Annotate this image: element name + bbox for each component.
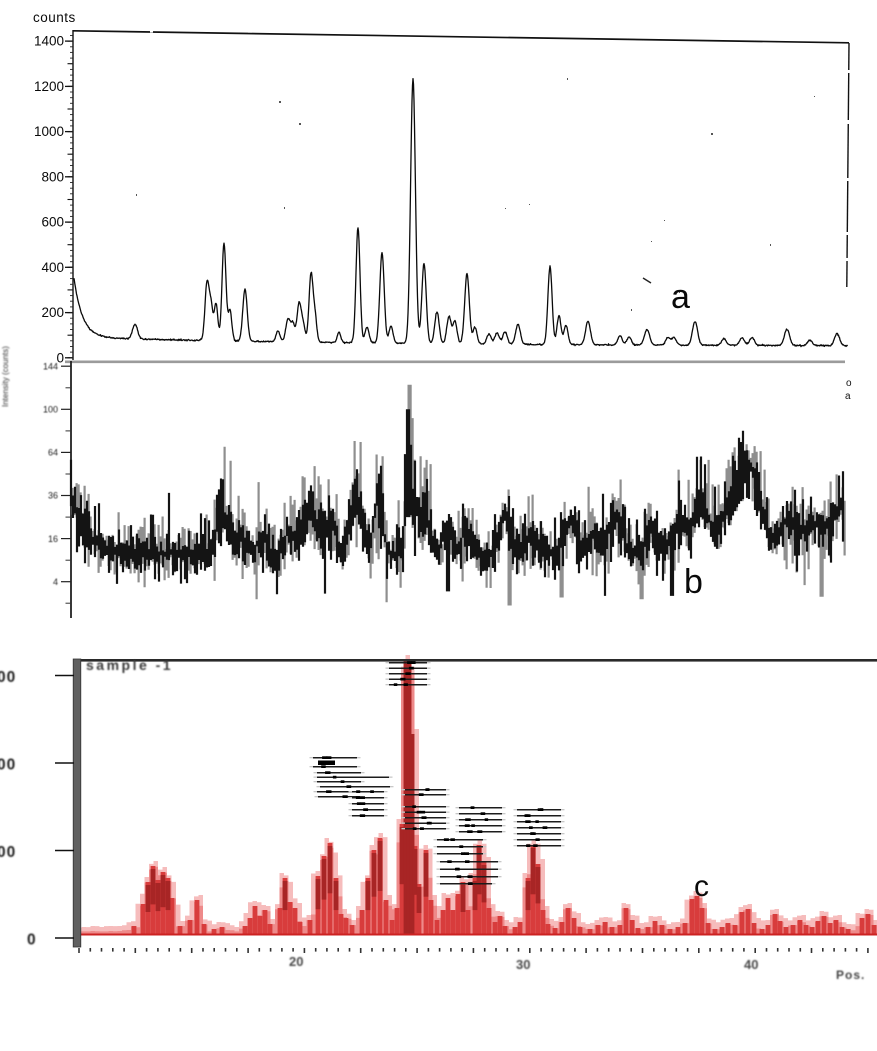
svg-text:30: 30 <box>516 957 530 972</box>
svg-text:a: a <box>845 391 851 402</box>
svg-text:600: 600 <box>41 215 64 230</box>
svg-text:00: 00 <box>0 844 16 861</box>
svg-text:00: 00 <box>0 757 16 774</box>
svg-text:a: a <box>671 278 690 316</box>
svg-text:4: 4 <box>53 577 58 587</box>
svg-text:Pos.: Pos. <box>836 968 865 982</box>
svg-text:b: b <box>684 563 703 601</box>
svg-text:0: 0 <box>27 932 36 949</box>
svg-text:144: 144 <box>43 361 58 371</box>
svg-text:800: 800 <box>41 169 64 184</box>
svg-text:400: 400 <box>41 260 64 275</box>
svg-text:1000: 1000 <box>34 124 64 139</box>
svg-text:counts: counts <box>33 10 76 25</box>
svg-text:c: c <box>694 870 709 903</box>
svg-text:1200: 1200 <box>34 79 64 94</box>
svg-text:16: 16 <box>48 534 58 544</box>
svg-text:20: 20 <box>289 954 303 969</box>
svg-text:100: 100 <box>43 405 58 415</box>
svg-text:1400: 1400 <box>34 34 64 49</box>
svg-text:0: 0 <box>56 350 64 365</box>
svg-text:sample -1: sample -1 <box>86 657 173 673</box>
svg-text:40: 40 <box>744 957 758 972</box>
svg-text:00: 00 <box>0 669 16 686</box>
svg-text:o: o <box>846 378 852 389</box>
svg-text:36: 36 <box>48 491 58 501</box>
svg-text:64: 64 <box>48 448 58 458</box>
svg-text:Intensity (counts): Intensity (counts) <box>1 346 10 407</box>
svg-text:200: 200 <box>41 305 64 320</box>
